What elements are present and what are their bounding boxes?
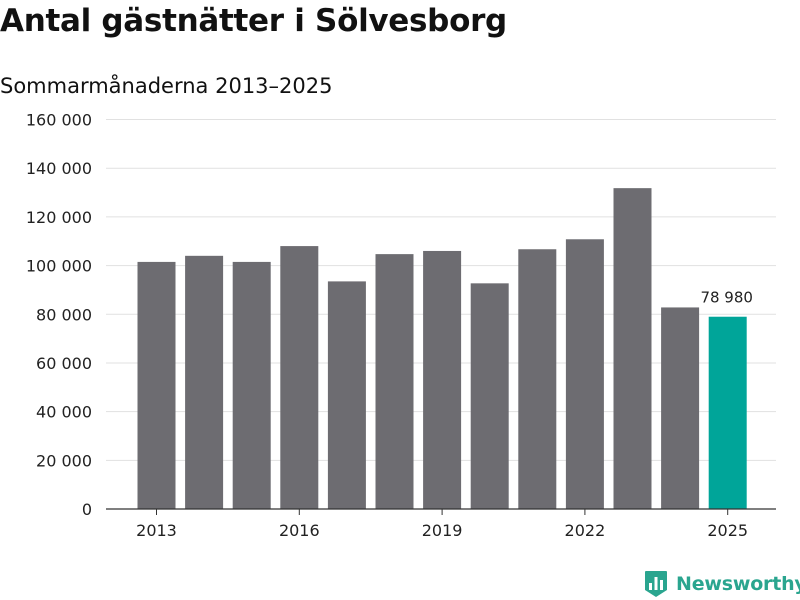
bar-2017 (327, 281, 366, 509)
bar-2021 (518, 249, 557, 509)
y-tick-label: 140 000 (26, 159, 92, 178)
x-axis: 2013 2016 2019 2022 2025 (106, 508, 776, 540)
bar-2015 (232, 261, 271, 509)
y-tick-label: 100 000 (26, 257, 92, 276)
bar-chart-icon (645, 571, 667, 597)
x-tick-label: 2019 (422, 521, 463, 540)
chart-title: Antal gästnätter i Sölvesborg (0, 3, 507, 39)
y-tick-label: 80 000 (36, 305, 92, 324)
newsworthy-logo: Newsworthy (644, 570, 800, 598)
data-labels: 78 980 (700, 289, 753, 307)
bar-2013 (137, 261, 176, 509)
chart-subtitle: Sommarmånaderna 2013–2025 (0, 74, 333, 98)
bar-2014 (185, 255, 224, 509)
y-tick-label: 40 000 (36, 403, 92, 422)
y-tick-label: 20 000 (36, 451, 92, 470)
bar-2018 (375, 254, 414, 509)
y-axis: 0 20 000 40 000 60 000 80 000 100 000 120 000 1… (26, 111, 92, 520)
x-tick-label: 2016 (279, 521, 320, 540)
bar-2019 (423, 250, 462, 510)
bar-2016 (280, 246, 319, 509)
y-tick-label: 120 000 (26, 208, 92, 227)
x-tick-label: 2025 (707, 521, 748, 540)
bar-2023 (613, 188, 652, 510)
x-tick-label: 2013 (136, 521, 177, 540)
bar-2020 (470, 283, 509, 509)
bar-2025 (708, 316, 747, 509)
x-tick-label: 2022 (565, 521, 606, 540)
brand-name: Newsworthy (676, 573, 800, 595)
y-tick-label: 0 (82, 500, 92, 519)
bar-2022 (565, 239, 604, 510)
bar-2024 (661, 307, 700, 509)
y-tick-label: 60 000 (36, 354, 92, 373)
bar-series (137, 188, 747, 510)
data-label-2025: 78 980 (700, 289, 753, 307)
y-tick-label: 160 000 (26, 111, 92, 130)
